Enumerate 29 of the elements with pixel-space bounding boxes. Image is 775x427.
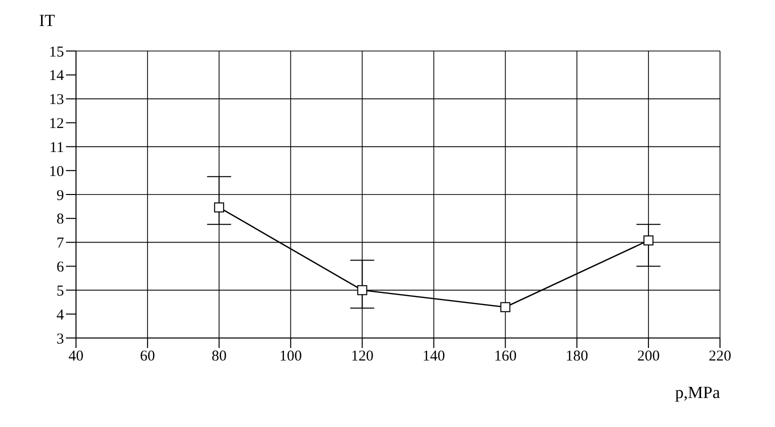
x-axis-title: p,MPa (675, 383, 720, 402)
y-tick-label: 13 (49, 92, 64, 108)
point (643, 235, 654, 246)
y-tick-label: 9 (56, 188, 64, 204)
point (357, 285, 368, 296)
y-tick-label: 15 (49, 44, 64, 60)
x-tick-label: 180 (566, 348, 588, 365)
y-tick-label: 4 (56, 307, 64, 324)
x-tick-label: 40 (68, 348, 84, 365)
y-tick-label: 6 (56, 260, 64, 276)
y-tick-label: 7 (56, 236, 64, 252)
x-tick-label: 80 (212, 348, 227, 365)
y-tick-label: 5 (56, 283, 64, 300)
x-tick-label: 140 (422, 348, 446, 365)
x-tick-label: 160 (494, 348, 517, 365)
x-tick-label: 100 (279, 348, 302, 365)
y-tick-label: 10 (49, 164, 64, 180)
y-tick-label: 11 (50, 140, 64, 156)
x-tick-label: 60 (140, 348, 156, 365)
x-tick-label: 120 (350, 348, 374, 365)
point (500, 302, 510, 312)
x-tick-label: 220 (708, 348, 732, 365)
point (214, 202, 224, 212)
y-tick-label: 14 (49, 68, 64, 84)
y-tick-label: 8 (56, 212, 64, 228)
y-axis-title: IT (38, 11, 56, 30)
x-tick-label: 200 (637, 348, 660, 365)
y-tick-label: 3 (56, 331, 64, 348)
y-tick-label: 12 (49, 116, 64, 132)
